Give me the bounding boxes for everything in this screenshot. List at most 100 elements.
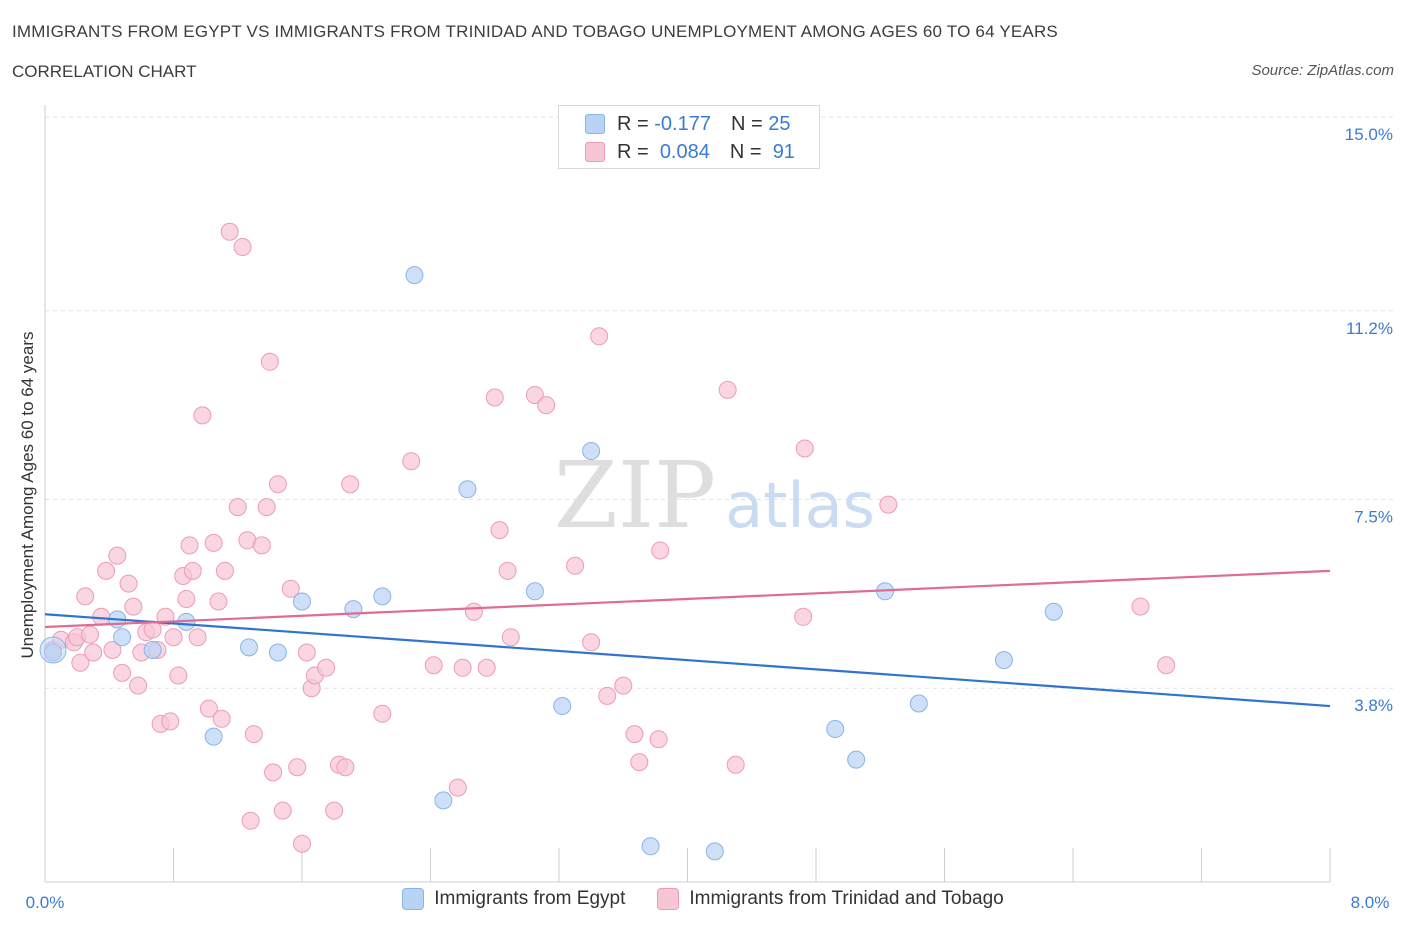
trinidad-point — [113, 663, 132, 682]
chart-subtitle: CORRELATION CHART — [12, 62, 197, 81]
trinidad-point — [582, 633, 601, 652]
watermark: ZIP atlas — [554, 442, 875, 549]
trinidad-point — [177, 589, 196, 608]
trinidad-point — [795, 439, 814, 458]
legend-row-trinidad: R = 0.084 N = 91 — [585, 139, 795, 165]
trinidad-point — [373, 704, 392, 723]
trinidad-point — [268, 475, 287, 494]
trinidad-point — [252, 536, 271, 555]
trinidad-point — [448, 778, 467, 797]
watermark-atlas: atlas — [725, 469, 875, 542]
trinidad-point — [183, 561, 202, 580]
trinidad-point — [288, 758, 307, 777]
egypt-point — [373, 587, 392, 606]
trinidad-point — [341, 475, 360, 494]
trinidad-point — [485, 388, 504, 407]
trinidad-point — [1157, 656, 1176, 675]
trinidad-swatch — [585, 142, 605, 162]
trinidad-point — [625, 725, 644, 744]
trinidad-point — [498, 561, 517, 580]
trinidad-point — [718, 380, 737, 399]
trinidad-point — [281, 579, 300, 598]
egypt-n-value: 25 — [768, 112, 791, 135]
trinidad-point — [317, 658, 336, 677]
trinidad-point — [169, 666, 188, 685]
legend-n-label: N = — [729, 140, 762, 163]
trinidad-point — [590, 327, 609, 346]
legend-n-label: N = — [730, 112, 763, 135]
egypt-point — [434, 791, 453, 810]
chart-title: IMMIGRANTS FROM EGYPT VS IMMIGRANTS FROM… — [12, 22, 1058, 41]
trinidad-r-value: 0.084 — [659, 140, 710, 163]
trinidad-point — [325, 801, 344, 820]
egypt-point — [525, 582, 544, 601]
trinidad-point — [630, 753, 649, 772]
trinidad-point — [257, 498, 276, 517]
trinidad-point — [464, 602, 483, 621]
trinidad-point — [80, 625, 99, 644]
trinidad-point — [188, 628, 207, 647]
trinidad-point — [293, 834, 311, 853]
trinidad-point — [108, 546, 127, 565]
egypt-point — [293, 592, 311, 611]
trinidad-point — [228, 498, 247, 517]
trinidad-point — [164, 628, 183, 647]
egypt-point — [113, 628, 132, 647]
trinidad-point — [651, 541, 670, 560]
trinidad-point — [76, 587, 95, 606]
trinidad-point — [129, 676, 148, 695]
trinidad-point — [244, 725, 263, 744]
legend-r-label: R = — [617, 140, 649, 163]
egypt-trend-line — [44, 613, 1331, 708]
y-tick-label: 7.5% — [1354, 508, 1393, 527]
egypt-point — [204, 727, 223, 746]
trinidad-point — [537, 396, 556, 415]
legend-item-egypt[interactable]: Immigrants from Egypt — [402, 888, 625, 910]
x-tick-label-min: 0.0% — [26, 893, 65, 912]
trinidad-point — [215, 561, 234, 580]
egypt-point — [994, 651, 1013, 670]
egypt-point — [405, 266, 424, 285]
trinidad-point — [180, 536, 199, 555]
source-credit: Source: ZipAtlas.com — [1251, 62, 1394, 79]
trinidad-point — [501, 628, 520, 647]
trinidad-point — [233, 238, 252, 257]
trinidad-point — [209, 592, 228, 611]
egypt-point — [344, 600, 363, 619]
y-tick-label: 3.8% — [1354, 696, 1393, 715]
trinidad-point — [119, 574, 138, 593]
egypt-point — [553, 697, 572, 716]
x-tick-label-max: 8.0% — [1351, 893, 1390, 912]
egypt-point — [705, 842, 724, 861]
trinidad-point — [193, 406, 212, 425]
trinidad-point — [424, 656, 443, 675]
trinidad-point — [1131, 597, 1150, 616]
egypt-point — [1044, 602, 1063, 621]
y-axis-label: Unemployment Among Ages 60 to 64 years — [18, 332, 37, 659]
series-legend: Immigrants from Egypt Immigrants from Tr… — [0, 888, 1406, 910]
trinidad-n-value: 91 — [772, 140, 795, 163]
legend-item-trinidad[interactable]: Immigrants from Trinidad and Tobago — [657, 888, 1004, 910]
trinidad-point — [241, 811, 260, 830]
egypt-point — [909, 694, 928, 713]
egypt-point — [143, 640, 162, 659]
trinidad-point — [794, 607, 813, 626]
egypt-point — [239, 638, 258, 657]
points-layer — [39, 222, 1176, 861]
axis-layer: 3.8% 7.5% 11.2% 15.0% 0.0% 8.0% — [26, 105, 1393, 912]
y-tick-label: 11.2% — [1346, 319, 1393, 338]
trinidad-point — [273, 801, 292, 820]
trinidad-point — [212, 709, 231, 728]
egypt-legend-label: Immigrants from Egypt — [434, 888, 626, 909]
egypt-point — [458, 480, 477, 499]
trinidad-point — [103, 640, 122, 659]
egypt-cluster-point — [39, 636, 67, 664]
trinidad-point — [220, 222, 239, 241]
trinidad-point — [726, 755, 745, 774]
trend-layer — [44, 569, 1331, 708]
trinidad-point — [297, 643, 316, 662]
trinidad-point — [598, 686, 617, 705]
trinidad-point — [402, 452, 421, 471]
trinidad-point — [84, 643, 103, 662]
